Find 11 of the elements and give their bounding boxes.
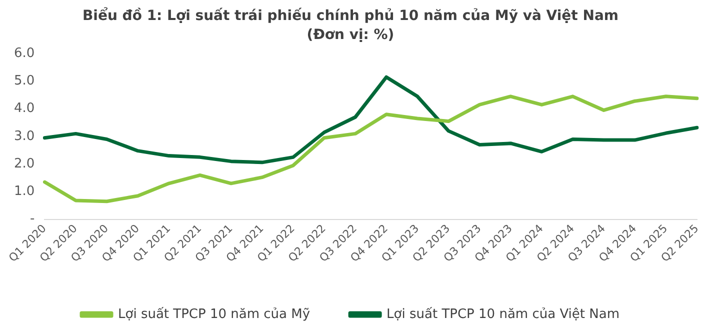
y-tick-label: 1.0	[14, 184, 35, 200]
y-tick-label: 6.0	[14, 46, 35, 61]
chart-title: Biểu đồ 1: Lợi suất trái phiếu chính phủ 10 năm của Mỹ và Việt Nam	[82, 7, 618, 24]
legend-label: Lợi suất TPCP 10 năm của Mỹ	[118, 306, 310, 322]
y-tick-label: 5.0	[14, 74, 35, 89]
y-tick-label: 3.0	[14, 128, 35, 144]
y-tick-label: 2.0	[14, 156, 35, 172]
y-tick-label: -	[30, 212, 35, 227]
legend-label: Lợi suất TPCP 10 năm của Việt Nam	[386, 306, 620, 322]
chart-subtitle: (Đơn vị: %)	[306, 26, 394, 43]
y-tick-label: 4.0	[14, 101, 35, 116]
